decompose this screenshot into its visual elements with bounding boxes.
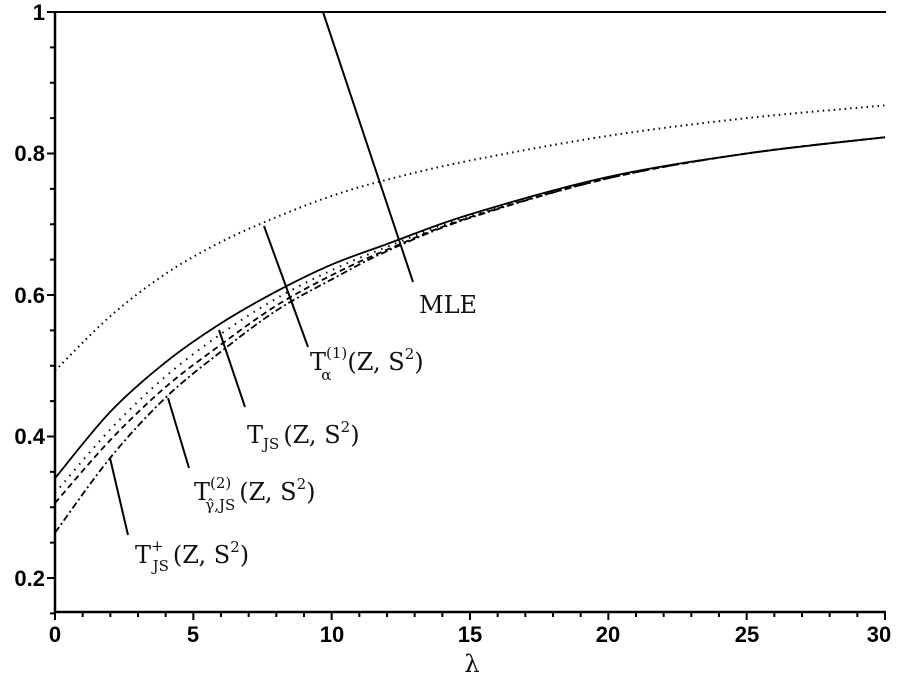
label-t-js-plus-close: ) bbox=[240, 541, 249, 569]
x-ticks bbox=[54, 612, 886, 620]
y-tick-label-1: 1 bbox=[33, 0, 45, 25]
label-t-js-sq: 2 bbox=[341, 418, 351, 436]
y-tick-label-0.8: 0.8 bbox=[14, 141, 45, 166]
y-ticks bbox=[47, 11, 55, 615]
curve-t-alpha-1 bbox=[54, 104, 886, 372]
curve-t-js bbox=[54, 136, 886, 504]
label-t-js-plus-sup: + bbox=[151, 537, 164, 555]
label-t-js-base: T bbox=[247, 421, 263, 449]
label-t-js-plus-sub: JS bbox=[151, 557, 169, 575]
label-t-js-close: ) bbox=[350, 421, 359, 449]
x-tick-label-25: 25 bbox=[735, 622, 759, 647]
label-t-alpha-base: T bbox=[310, 348, 326, 376]
x-tick-label-15: 15 bbox=[458, 622, 482, 647]
label-t-alpha-sub: α bbox=[321, 366, 331, 384]
label-t-js-sub: JS bbox=[261, 435, 279, 453]
leader-lines bbox=[109, 11, 414, 536]
x-tick-label-0: 0 bbox=[49, 622, 61, 647]
label-t-js-plus-sq: 2 bbox=[230, 538, 240, 556]
x-tick-label-5: 5 bbox=[187, 622, 199, 647]
label-t-js-plus-args: (Z, S bbox=[173, 541, 230, 569]
label-t-gamma: T(2) γ̂,JS (Z, S2) bbox=[194, 474, 316, 514]
label-t-js-plus-base: T bbox=[135, 541, 151, 569]
x-axis-label: λ bbox=[464, 650, 479, 678]
label-t-js-plus: T+ JS (Z, S2) bbox=[135, 537, 249, 575]
label-mle: MLE bbox=[419, 291, 477, 319]
leader-t-js bbox=[218, 329, 246, 408]
leader-t-alpha bbox=[263, 225, 309, 348]
label-t-alpha-close: ) bbox=[414, 348, 423, 376]
label-t-alpha-sq: 2 bbox=[405, 345, 415, 363]
x-tick-label-20: 20 bbox=[596, 622, 620, 647]
leader-t-gamma bbox=[167, 397, 190, 469]
x-tick-label-30: 30 bbox=[867, 622, 891, 647]
label-t-gamma-sq: 2 bbox=[297, 475, 307, 493]
leader-mle bbox=[322, 11, 414, 283]
label-t-alpha-sup: (1) bbox=[326, 344, 347, 362]
curve-t-js-plus bbox=[54, 136, 886, 534]
y-tick-label-0.6: 0.6 bbox=[14, 283, 45, 308]
y-tick-label-0.4: 0.4 bbox=[14, 424, 45, 449]
label-t-gamma-base: T bbox=[194, 478, 210, 506]
x-tick-label-10: 10 bbox=[320, 622, 344, 647]
label-t-js-args: (Z, S bbox=[283, 421, 340, 449]
label-t-js: TJS (Z, S2) bbox=[247, 418, 360, 453]
label-t-gamma-sup: (2) bbox=[210, 474, 231, 492]
label-t-alpha-args: (Z, S bbox=[347, 348, 404, 376]
label-t-gamma-args: (Z, S bbox=[239, 478, 296, 506]
y-tick-label-0.2: 0.2 bbox=[14, 566, 45, 591]
label-t-alpha: T(1) α (Z, S2) bbox=[310, 344, 424, 384]
leader-t-js-plus bbox=[109, 457, 129, 536]
label-t-gamma-sub: γ̂,JS bbox=[205, 496, 235, 514]
label-t-gamma-close: ) bbox=[306, 478, 315, 506]
curve-t-gamma-js-2 bbox=[54, 136, 886, 494]
